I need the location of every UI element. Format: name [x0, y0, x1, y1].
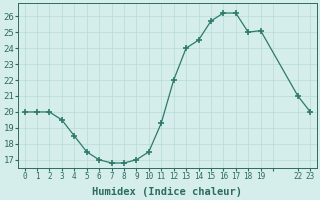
X-axis label: Humidex (Indice chaleur): Humidex (Indice chaleur): [92, 186, 243, 197]
